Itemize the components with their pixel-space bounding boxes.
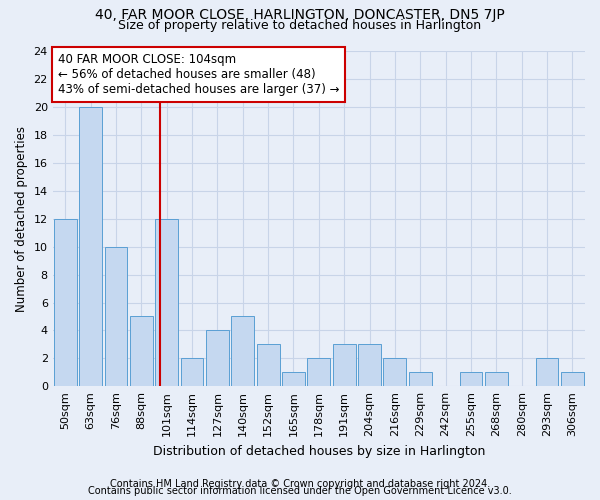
Text: Contains public sector information licensed under the Open Government Licence v3: Contains public sector information licen… [88,486,512,496]
Bar [130,316,153,386]
Bar [561,372,584,386]
Bar [333,344,356,386]
Bar [485,372,508,386]
Bar [307,358,330,386]
Bar [104,246,127,386]
Text: 40 FAR MOOR CLOSE: 104sqm
← 56% of detached houses are smaller (48)
43% of semi-: 40 FAR MOOR CLOSE: 104sqm ← 56% of detac… [58,53,340,96]
Bar [181,358,203,386]
Bar [282,372,305,386]
Bar [155,219,178,386]
X-axis label: Distribution of detached houses by size in Harlington: Distribution of detached houses by size … [152,444,485,458]
Bar [383,358,406,386]
Text: 40, FAR MOOR CLOSE, HARLINGTON, DONCASTER, DN5 7JP: 40, FAR MOOR CLOSE, HARLINGTON, DONCASTE… [95,8,505,22]
Bar [358,344,381,386]
Bar [536,358,559,386]
Y-axis label: Number of detached properties: Number of detached properties [15,126,28,312]
Bar [232,316,254,386]
Bar [79,108,102,386]
Bar [257,344,280,386]
Bar [460,372,482,386]
Bar [54,219,77,386]
Text: Contains HM Land Registry data © Crown copyright and database right 2024.: Contains HM Land Registry data © Crown c… [110,479,490,489]
Text: Size of property relative to detached houses in Harlington: Size of property relative to detached ho… [118,19,482,32]
Bar [409,372,431,386]
Bar [206,330,229,386]
